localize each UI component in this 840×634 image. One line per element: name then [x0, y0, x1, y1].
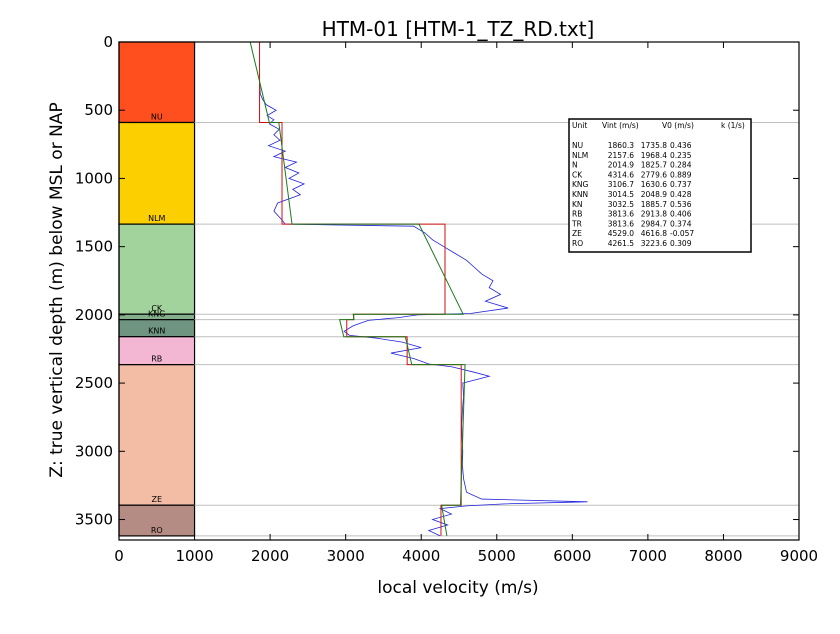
legend-row-v0: 4616.8: [641, 229, 667, 238]
plot-frame: [118, 41, 800, 541]
legend-row-unit: RO: [572, 239, 583, 248]
strat-unit-ro: [118, 504, 196, 537]
legend-row-k: 0.284: [670, 161, 692, 170]
legend-row-vint: 4529.0: [608, 229, 634, 238]
legend-row-unit: N: [572, 161, 578, 170]
y-tick-label: 3500: [75, 511, 113, 529]
strat-unit-nlm: [118, 121, 196, 225]
x-tick-label: 4000: [402, 547, 440, 565]
legend-header-k: k (1/s): [721, 121, 745, 130]
y-tick-label: 1500: [75, 238, 113, 256]
legend-row-unit: NU: [572, 141, 583, 150]
legend-row-unit: RB: [572, 210, 582, 219]
legend-row-k: 0.436: [670, 141, 692, 150]
x-tick-label: 1000: [175, 547, 213, 565]
legend-row-k: -0.057: [670, 229, 694, 238]
legend-row-v0: 1885.7: [641, 200, 667, 209]
legend-row-k: 0.374: [670, 219, 692, 228]
legend-row-unit: TR: [571, 219, 582, 228]
legend-row-vint: 3106.7: [608, 180, 634, 189]
legend-row-v0: 2913.8: [641, 210, 667, 219]
legend-row-v0: 2779.6: [641, 170, 667, 179]
legend-row-unit: KNG: [572, 180, 589, 189]
legend-row-unit: CK: [572, 170, 583, 179]
legend-table-box: [568, 118, 752, 253]
legend-row-vint: 3813.6: [608, 219, 634, 228]
legend-row-v0: 3223.6: [641, 239, 667, 248]
strat-unit-label: KNG: [148, 310, 165, 319]
y-tick-label: 2500: [75, 374, 113, 392]
legend-row-k: 0.889: [670, 170, 692, 179]
legend-row-k: 0.428: [670, 190, 692, 199]
legend-row-v0: 1630.6: [641, 180, 667, 189]
legend-row-vint: 1860.3: [608, 141, 634, 150]
x-tick-label: 8000: [704, 547, 742, 565]
x-axis-label: local velocity (m/s): [377, 578, 538, 598]
series-interval-velocity: [259, 42, 462, 536]
y-tick-label: 0: [103, 33, 113, 51]
y-tick-label: 500: [84, 101, 113, 119]
strat-unit-ck: [118, 223, 196, 315]
x-tick-label: 6000: [553, 547, 591, 565]
strat-unit-label: KNN: [148, 327, 165, 336]
legend-row-k: 0.309: [670, 239, 692, 248]
strat-unit-rb: [118, 336, 196, 366]
strat-unit-label: NLM: [148, 214, 165, 223]
y-tick-label: 2000: [75, 306, 113, 324]
legend-header-vint: Vint (m/s): [602, 121, 639, 130]
legend-row-vint: 3813.6: [608, 210, 634, 219]
series-measured-velocity: [259, 82, 588, 537]
legend-row-k: 0.737: [670, 180, 692, 189]
y-axis-label: Z: true vertical depth (m) below MSL or …: [47, 102, 67, 477]
legend-header-v0: V0 (m/s): [662, 121, 694, 130]
legend-row-unit: KN: [572, 200, 583, 209]
x-tick-label: 2000: [251, 547, 289, 565]
strat-unit-label: RO: [151, 526, 163, 535]
x-tick-label: 9000: [780, 547, 818, 565]
x-tick-label: 3000: [327, 547, 365, 565]
strat-unit-label: RB: [151, 355, 162, 364]
legend-row-unit: ZE: [572, 229, 582, 238]
legend-row-vint: 3014.5: [608, 190, 634, 199]
legend-row-vint: 4314.6: [608, 170, 634, 179]
chart-title: HTM-01 [HTM-1_TZ_RD.txt]: [322, 17, 595, 41]
strat-unit-label: CK: [151, 304, 163, 313]
legend-row-v0: 1735.8: [641, 141, 667, 150]
legend-row-v0: 2984.7: [641, 219, 667, 228]
series-linear-model: [249, 41, 466, 536]
strat-unit-label: NU: [151, 112, 163, 121]
strat-unit-ze: [118, 364, 196, 506]
legend-row-vint: 2157.6: [608, 151, 634, 160]
legend-row-v0: 1968.4: [641, 151, 667, 160]
x-tick-label: 5000: [478, 547, 516, 565]
legend-row-unit: KNN: [572, 190, 588, 199]
legend-row-vint: 3032.5: [608, 200, 634, 209]
strat-unit-nu: [118, 41, 196, 124]
y-tick-label: 1000: [75, 169, 113, 187]
legend-row-unit: NLM: [572, 151, 588, 160]
legend-row-k: 0.536: [670, 200, 692, 209]
strat-unit-label: ZE: [152, 495, 163, 504]
legend-row-k: 0.235: [670, 151, 692, 160]
legend-row-v0: 1825.7: [641, 161, 667, 170]
x-tick-label: 0: [114, 547, 124, 565]
x-tick-label: 7000: [629, 547, 667, 565]
legend-row-k: 0.406: [670, 210, 692, 219]
legend-row-vint: 2014.9: [608, 161, 634, 170]
legend-row-v0: 2048.9: [641, 190, 667, 199]
legend-row-vint: 4261.5: [608, 239, 634, 248]
y-tick-label: 3000: [75, 442, 113, 460]
legend-header-unit: Unit: [572, 121, 587, 130]
